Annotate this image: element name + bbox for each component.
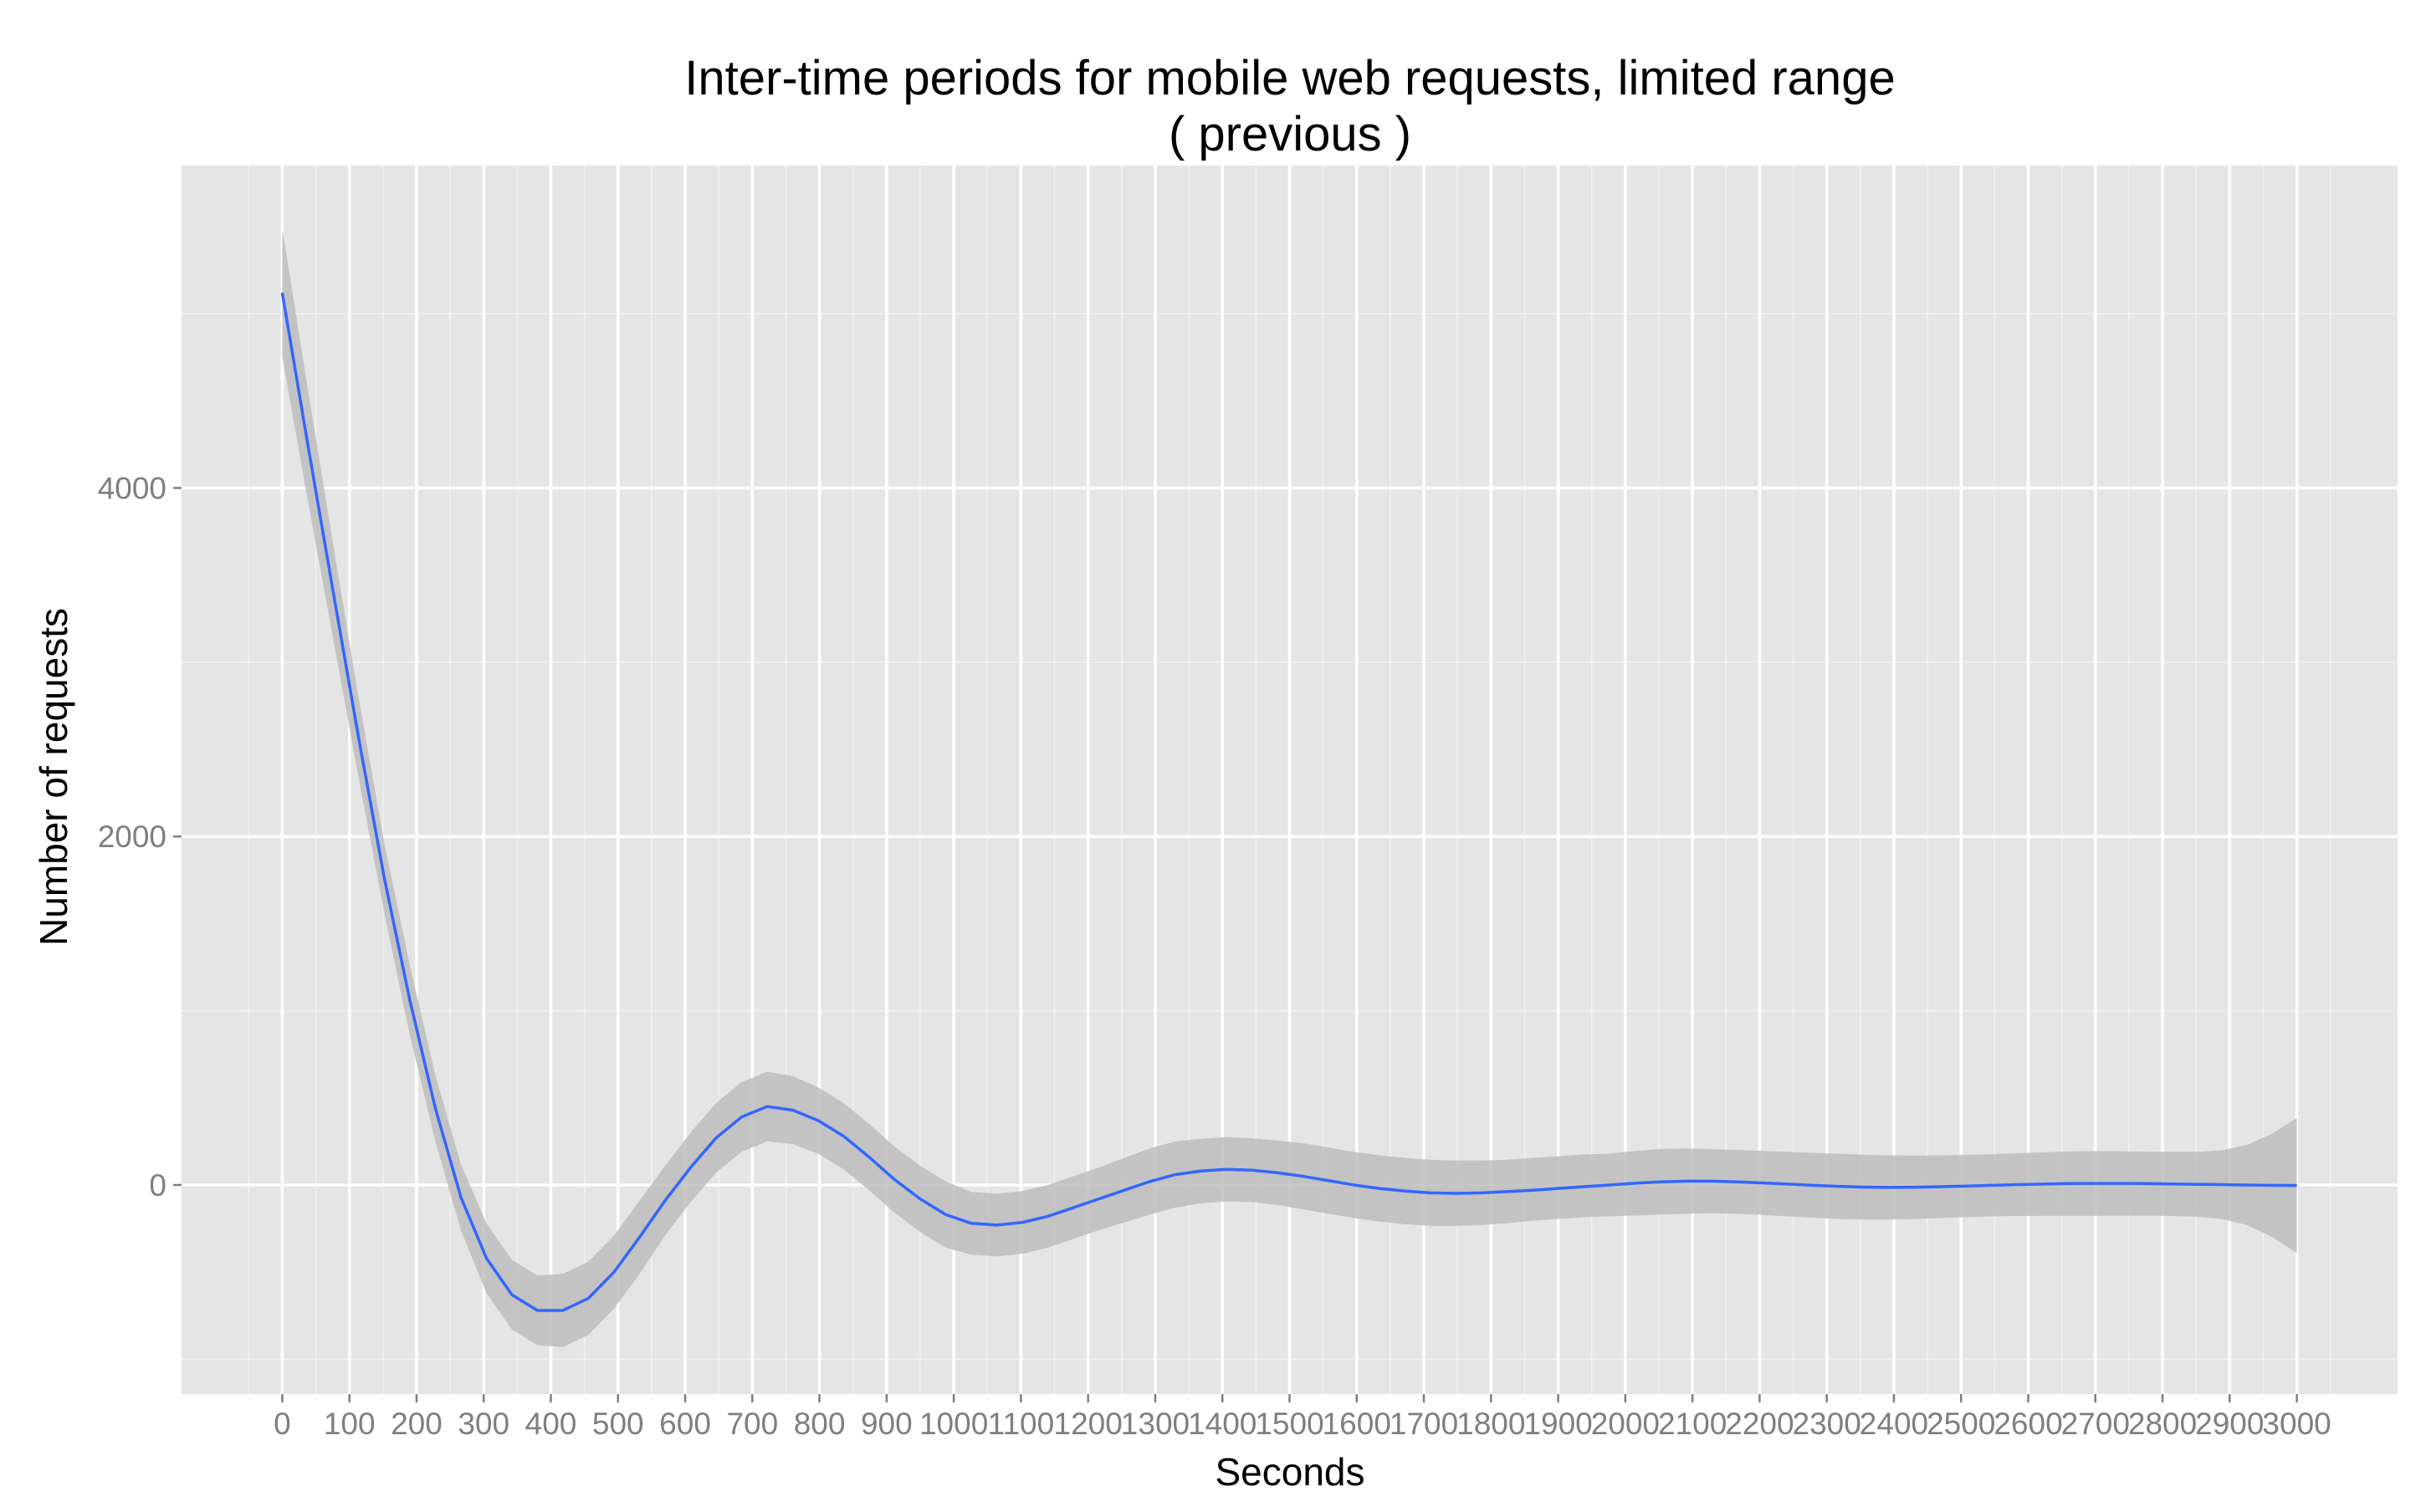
x-tick-label: 2700 [2061,1407,2130,1441]
x-tick-label: 1100 [988,1407,1055,1441]
x-tick-label: 900 [861,1407,913,1441]
x-tick-label: 200 [391,1407,443,1441]
x-tick-label: 3000 [2262,1407,2331,1441]
x-tick-label: 1700 [1390,1407,1458,1441]
y-tick-label: 4000 [98,471,166,505]
x-axis-title: Seconds [1215,1450,1364,1494]
y-tick-label: 2000 [98,820,166,854]
x-tick-label: 2900 [2195,1407,2264,1441]
x-tick-label: 1600 [1323,1407,1391,1441]
y-tick-label: 0 [149,1168,166,1203]
confidence-ribbon [282,228,2297,1347]
x-tick-label: 600 [659,1407,711,1441]
x-tick-label: 2100 [1658,1407,1727,1441]
x-tick-label: 2800 [2128,1407,2197,1441]
chart-subtitle: ( previous ) [1169,107,1411,161]
series-line [280,292,2297,1312]
x-tick-label: 800 [794,1407,846,1441]
x-tick-label: 0 [274,1407,291,1441]
x-tick-label: 1900 [1523,1407,1592,1441]
x-tick-label: 300 [458,1407,509,1441]
x-tick-label: 1000 [919,1407,988,1441]
y-axis: 0 2000 4000 [98,471,182,1203]
grid-major [182,166,2398,1394]
x-tick-label: 1500 [1255,1407,1323,1441]
x-tick-label: 1300 [1121,1407,1190,1441]
x-tick-label: 2000 [1591,1407,1660,1441]
x-tick-label: 1200 [1054,1407,1123,1441]
x-tick-label: 2300 [1793,1407,1861,1441]
x-tick-label: 2200 [1725,1407,1794,1441]
x-tick-label: 500 [592,1407,644,1441]
x-tick-label: 2500 [1927,1407,1995,1441]
x-tick-label: 1400 [1188,1407,1257,1441]
y-axis-title: Number of requests [32,608,75,946]
x-tick-label: 700 [726,1407,778,1441]
x-tick-label: 400 [525,1407,577,1441]
chart-title: Inter-time periods for mobile web reques… [684,51,1895,105]
x-tick-label: 1800 [1456,1407,1525,1441]
x-tick-label: 2600 [1994,1407,2062,1441]
x-tick-label: 100 [324,1407,376,1441]
x-axis: 0 100 200 300 400 500 600 700 800 900 1000 1100 1200… [274,1394,2331,1441]
x-tick-label: 2400 [1860,1407,1928,1441]
